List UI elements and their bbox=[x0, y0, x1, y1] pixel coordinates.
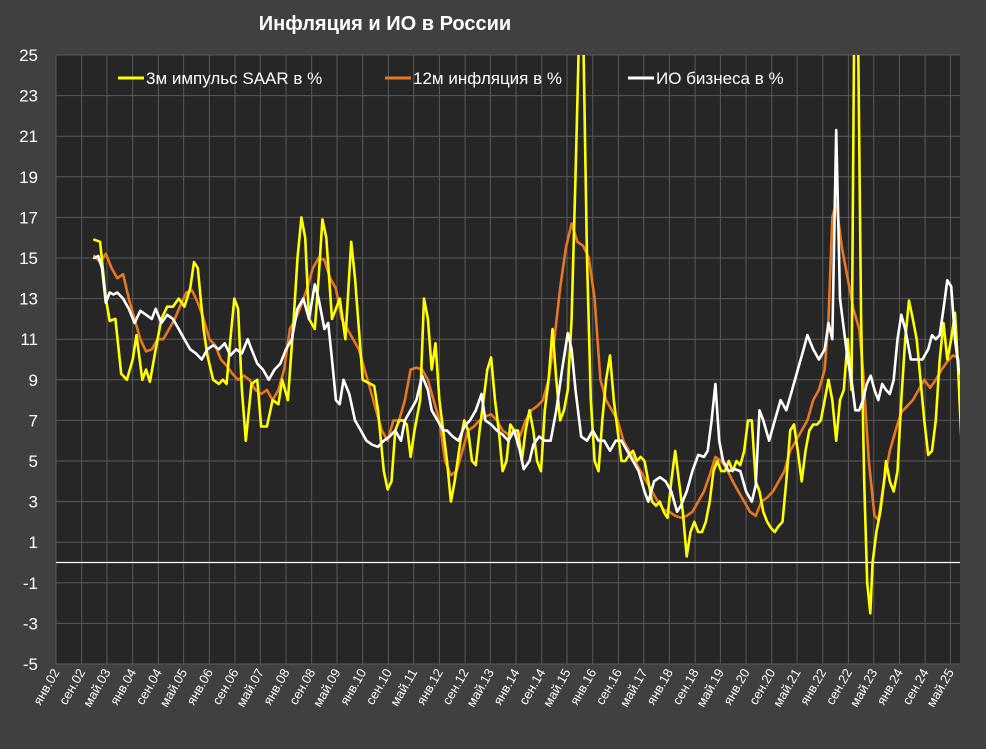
legend-label: 3м импульс SAAR в % bbox=[146, 69, 322, 88]
y-tick-label: 5 bbox=[29, 452, 38, 471]
y-tick-label: 1 bbox=[29, 533, 38, 552]
y-tick-label: 25 bbox=[19, 46, 38, 65]
chart-title: Инфляция и ИО в России bbox=[259, 13, 511, 35]
y-tick-label: -3 bbox=[23, 614, 38, 633]
legend: 3м импульс SAAR в % 12м инфляция в % ИО би… bbox=[118, 69, 784, 88]
y-tick-label: 19 bbox=[19, 168, 38, 187]
y-tick-label: 11 bbox=[20, 330, 38, 349]
series-lines bbox=[93, 55, 960, 615]
y-tick-label: 17 bbox=[19, 208, 38, 227]
y-tick-label: -5 bbox=[23, 655, 38, 674]
y-axis-ticks: 25 23 21 19 17 15 13 11 9 7 5 3 1 -1 -3 -5 bbox=[19, 46, 38, 674]
y-tick-label: 13 bbox=[19, 290, 38, 309]
y-tick-label: 15 bbox=[19, 249, 38, 268]
y-tick-label: 23 bbox=[19, 87, 38, 106]
legend-label: 12м инфляция в % bbox=[413, 69, 562, 88]
series-line-2 bbox=[93, 128, 960, 514]
series-line-0 bbox=[93, 55, 960, 615]
y-tick-label: 3 bbox=[29, 493, 38, 512]
y-tick-label: -1 bbox=[23, 574, 38, 593]
y-tick-label: 7 bbox=[29, 411, 38, 430]
y-tick-label: 9 bbox=[29, 371, 38, 390]
legend-label: ИО бизнеса в % bbox=[656, 69, 784, 88]
y-tick-label: 21 bbox=[19, 127, 38, 146]
